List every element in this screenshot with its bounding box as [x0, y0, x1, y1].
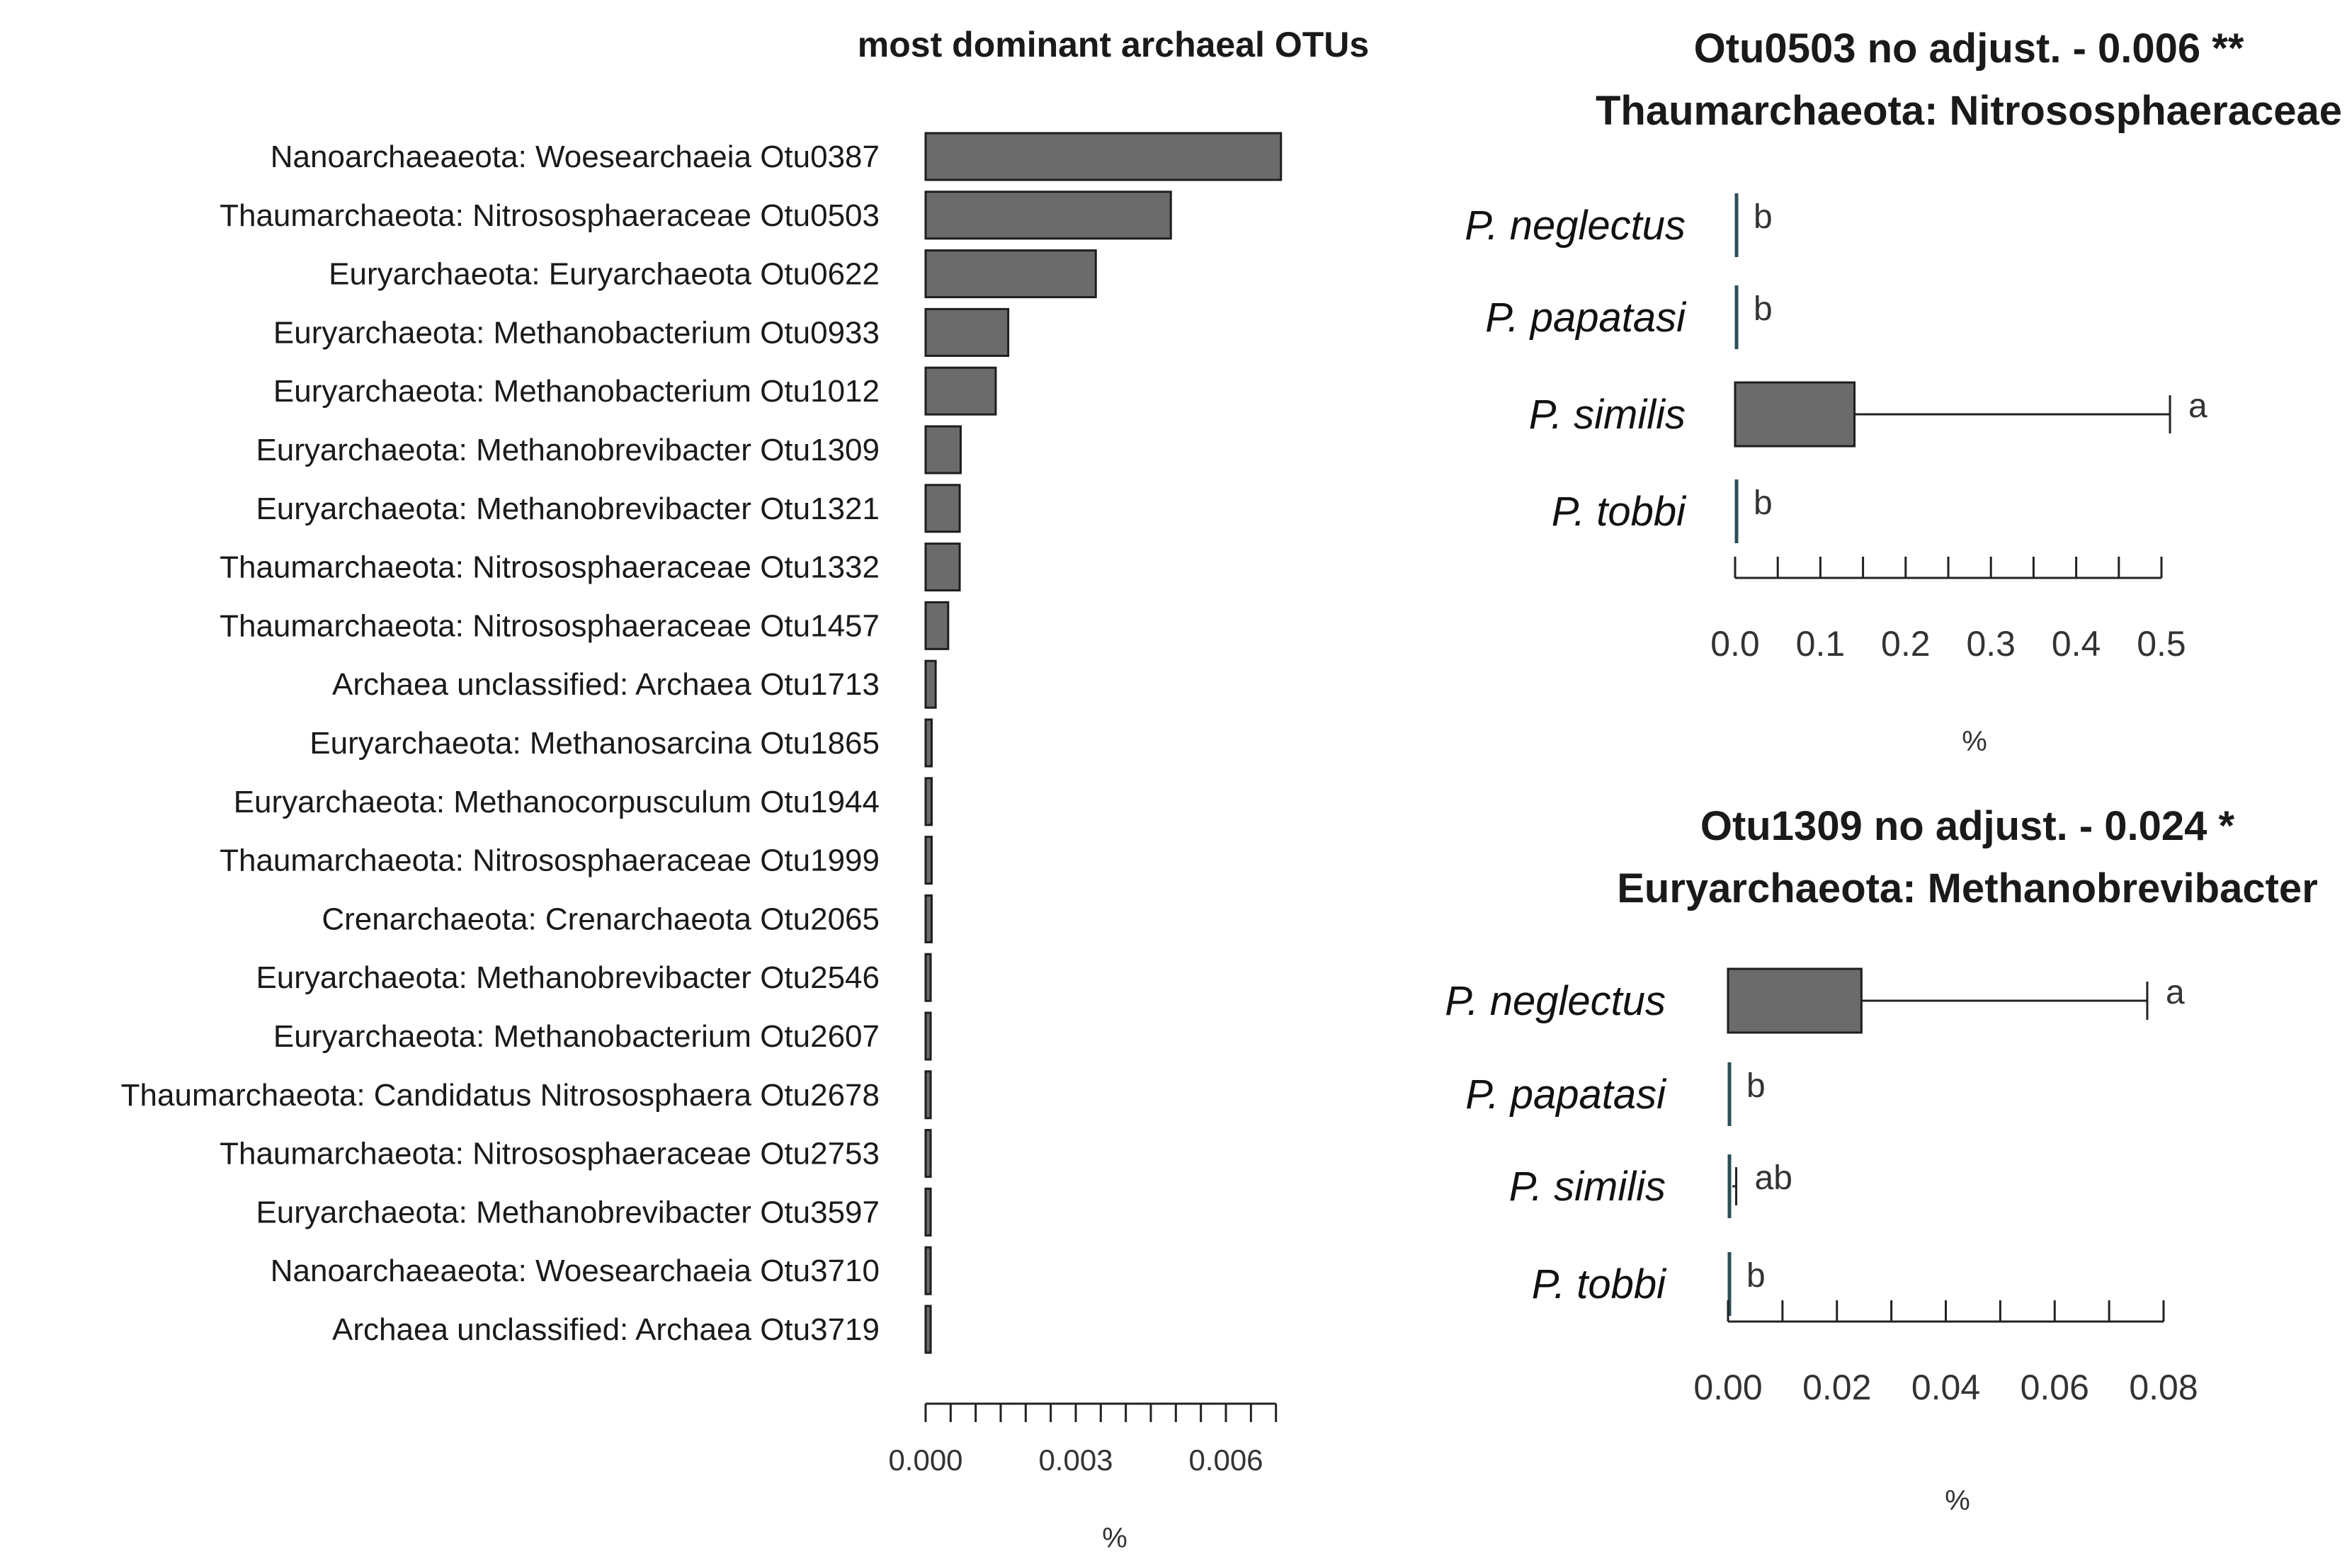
- otu1309-chart: Otu1309 no adjust. - 0.024 * Euryarchaeo…: [1445, 803, 2318, 1516]
- species-label: P. tobbi: [1532, 1261, 1667, 1307]
- otu-category-label: Nanoarchaeaeota: Woesearchaeia Otu0387: [271, 140, 880, 174]
- dominant-otu-x-axis-label: %: [1102, 1523, 1127, 1554]
- otu-bar-3: [924, 307, 1010, 357]
- otu-category-label: Archaea unclassified: Archaea Otu3719: [332, 1312, 880, 1347]
- otu-category-label: Thaumarchaeota: Nitrososphaeraceae Otu27…: [220, 1137, 880, 1171]
- significance-letter: b: [1746, 1067, 1766, 1105]
- significance-letter: a: [2166, 974, 2185, 1011]
- x-tick-label: 0.0: [1710, 624, 1760, 664]
- otu1309-x-axis-label: %: [1945, 1485, 1970, 1516]
- otu-category-label: Euryarchaeota: Methanobacterium Otu2607: [273, 1019, 880, 1054]
- otu-category-label: Euryarchaeota: Euryarchaeota Otu0622: [329, 257, 880, 292]
- otu-category-label: Thaumarchaeota: Nitrososphaeraceae Otu19…: [220, 843, 880, 878]
- dominant-otu-x-axis: 0.000 0.003 0.006: [888, 1402, 1278, 1477]
- x-tick-label: 0.00: [1693, 1368, 1762, 1407]
- x-tick-label: 0.006: [1188, 1443, 1263, 1477]
- significance-letter: a: [2188, 387, 2207, 425]
- significance-letter: ab: [1755, 1159, 1792, 1197]
- otu-bar-4: [924, 366, 997, 416]
- otu-category-label: Euryarchaeota: Methanobacterium Otu1012: [273, 374, 880, 409]
- x-tick-label: 0.08: [2129, 1368, 2198, 1407]
- x-tick-label: 0.02: [1802, 1368, 1871, 1407]
- otu-category-label: Thaumarchaeota: Nitrososphaeraceae Otu13…: [220, 550, 880, 585]
- otu-category-label: Euryarchaeota: Methanobrevibacter Otu130…: [256, 433, 880, 467]
- otu0503-x-axis: 0.0 0.1 0.2 0.3 0.4 0.5: [1710, 557, 2186, 664]
- significance-letter: b: [1754, 198, 1773, 236]
- otu-bar-13: [924, 894, 933, 943]
- otu1309-x-axis: 0.00 0.02 0.04 0.06 0.08: [1693, 1300, 2198, 1407]
- otu-bar-15: [924, 1011, 932, 1061]
- species-bar-0: [1727, 967, 1863, 1034]
- dominant-otu-title: most dominant archaeal OTUs: [858, 25, 1369, 64]
- otu-category-label: Thaumarchaeota: Nitrososphaeraceae Otu05…: [220, 198, 880, 233]
- otu-bar-11: [924, 777, 933, 826]
- otu-bar-1: [924, 191, 1172, 240]
- dominant-otu-bars: [924, 132, 1283, 1354]
- x-tick-label: 0.2: [1881, 624, 1931, 664]
- dominant-otu-category-labels: Nanoarchaeaeota: Woesearchaeia Otu0387 Th…: [121, 140, 880, 1347]
- species-label: P. tobbi: [1552, 489, 1687, 535]
- otu-category-label: Euryarchaeota: Methanocorpusculum Otu194…: [234, 785, 880, 819]
- otu-category-label: Euryarchaeota: Methanobrevibacter Otu254…: [256, 960, 880, 995]
- x-tick-label: 0.3: [1966, 624, 2016, 664]
- otu0503-title: Otu0503 no adjust. - 0.006 **: [1694, 25, 2244, 72]
- otu-bar-16: [924, 1070, 932, 1120]
- x-tick-label: 0.1: [1796, 624, 1846, 664]
- otu-bar-10: [924, 718, 933, 768]
- otu0503-x-axis-label: %: [1962, 726, 1987, 757]
- otu-bar-19: [924, 1246, 932, 1295]
- otu-bar-8: [924, 601, 950, 650]
- otu-category-label: Euryarchaeota: Methanobacterium Otu0933: [273, 315, 880, 350]
- otu-bar-12: [924, 836, 933, 885]
- species-label: P. neglectus: [1465, 203, 1686, 249]
- otu-bar-17: [924, 1129, 932, 1178]
- otu1309-species-labels: P. neglectus P. papatasi P. similis P. tobb…: [1445, 978, 1667, 1307]
- otu-category-label: Crenarchaeota: Crenarchaeota Otu2065: [322, 902, 880, 936]
- otu-category-label: Thaumarchaeota: Candidatus Nitrososphaer…: [121, 1078, 880, 1113]
- x-tick-label: 0.000: [888, 1443, 962, 1477]
- significance-letter: b: [1754, 290, 1773, 328]
- species-label: P. similis: [1509, 1164, 1666, 1210]
- species-label: P. similis: [1529, 392, 1686, 438]
- otu1309-title: Otu1309 no adjust. - 0.024 *: [1700, 803, 2235, 849]
- otu1309-subtitle: Euryarchaeota: Methanobrevibacter: [1617, 865, 2318, 911]
- otu-bar-20: [924, 1305, 932, 1354]
- species-label: P. papatasi: [1465, 1072, 1667, 1118]
- otu-category-label: Nanoarchaeaeota: Woesearchaeia Otu3710: [271, 1254, 880, 1288]
- otu-category-label: Euryarchaeota: Methanobrevibacter Otu132…: [256, 492, 880, 526]
- otu-category-label: Thaumarchaeota: Nitrososphaeraceae Otu14…: [220, 608, 880, 643]
- otu-bar-7: [924, 542, 961, 592]
- x-tick-label: 0.06: [2021, 1368, 2089, 1407]
- x-tick-label: 0.4: [2052, 624, 2101, 664]
- otu-bar-14: [924, 953, 932, 1002]
- x-tick-label: 0.5: [2137, 624, 2186, 664]
- otu-bar-18: [924, 1187, 932, 1237]
- otu-category-label: Euryarchaeota: Methanosarcina Otu1865: [309, 726, 880, 761]
- x-tick-label: 0.003: [1038, 1443, 1113, 1477]
- otu0503-bars: b b a b: [1734, 193, 2207, 543]
- x-tick-label: 0.04: [1911, 1368, 1980, 1407]
- otu-bar-6: [924, 484, 961, 533]
- significance-letter: b: [1746, 1257, 1766, 1295]
- otu0503-subtitle: Thaumarchaeota: Nitrososphaeraceae: [1596, 88, 2342, 134]
- otu0503-species-labels: P. neglectus P. papatasi P. similis P. tobb…: [1465, 203, 1687, 535]
- dominant-otu-chart: most dominant archaeal OTUs Nanoarchaeae…: [121, 25, 1370, 1554]
- otu-bar-0: [924, 132, 1283, 181]
- otu-bar-2: [924, 249, 1097, 299]
- otu-bar-5: [924, 425, 962, 475]
- otu-category-label: Euryarchaeota: Methanobrevibacter Otu359…: [256, 1195, 880, 1229]
- species-bar-2: [1734, 381, 1856, 448]
- species-label: P. papatasi: [1485, 295, 1687, 341]
- otu-bar-9: [924, 659, 937, 709]
- significance-letter: b: [1754, 484, 1773, 522]
- otu-category-label: Archaea unclassified: Archaea Otu1713: [332, 667, 880, 702]
- otu0503-chart: Otu0503 no adjust. - 0.006 ** Thaumarcha…: [1465, 25, 2342, 757]
- species-label: P. neglectus: [1445, 978, 1666, 1024]
